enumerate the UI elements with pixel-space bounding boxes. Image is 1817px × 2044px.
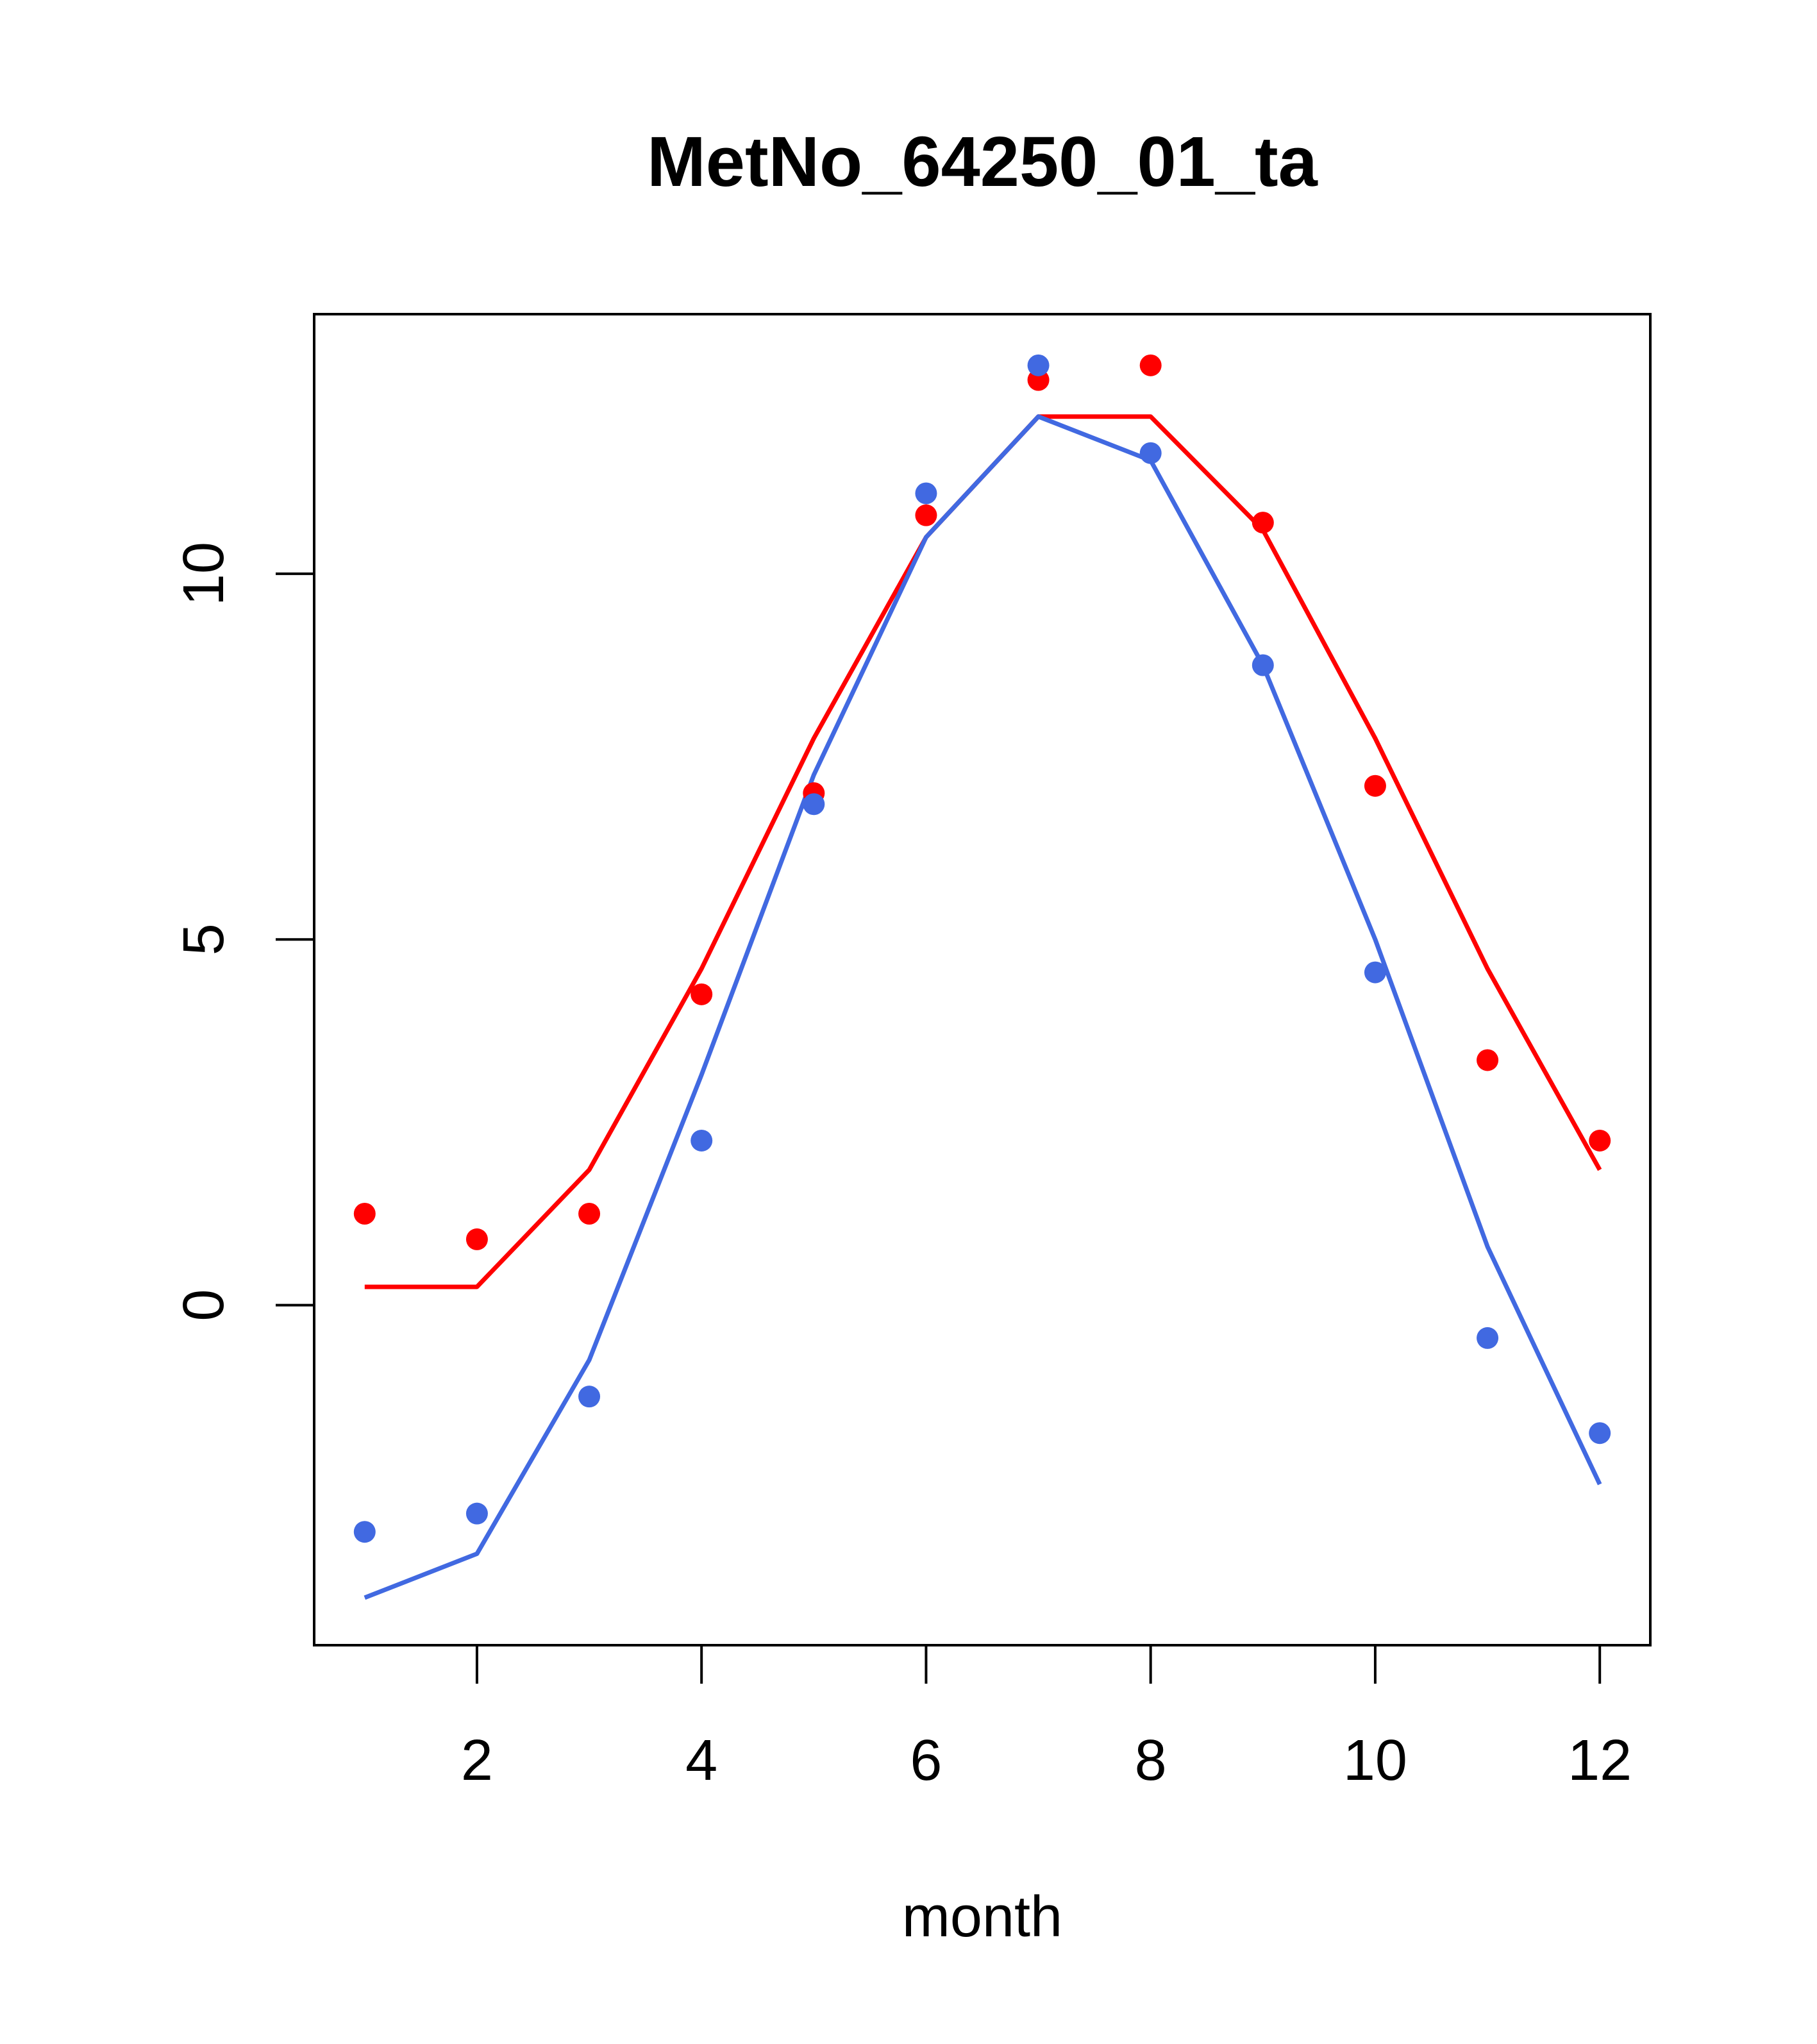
chart-title: MetNo_64250_01_ta [647, 122, 1318, 201]
series-2-point [1139, 442, 1162, 464]
series-2-point [1027, 354, 1050, 376]
series-2-point [1364, 961, 1386, 984]
series-1-point [1364, 775, 1386, 797]
series-1-point [915, 504, 937, 526]
series-1-point [1477, 1049, 1499, 1071]
series-2-line [364, 414, 1602, 1600]
x-tick-label: 8 [1135, 1729, 1167, 1793]
series-1-point [353, 1203, 376, 1225]
y-tick-label: 10 [172, 542, 236, 606]
axes: 2 4 6 8 10 12 0 5 10 [172, 542, 1632, 1793]
series-1-point [1252, 512, 1274, 534]
series-2-point [803, 793, 825, 816]
series-1-line [364, 414, 1602, 1289]
plot-frame [313, 313, 1652, 1646]
series-1-point [1589, 1129, 1611, 1152]
series-2-point [353, 1521, 376, 1543]
x-tick-label: 2 [461, 1729, 493, 1793]
series-1-point [1139, 354, 1162, 376]
series-layer [353, 354, 1611, 1600]
x-tick-label: 10 [1343, 1729, 1407, 1793]
y-tick-label: 0 [172, 1289, 236, 1321]
series-2-point [1252, 654, 1274, 676]
series-2-point [578, 1386, 601, 1408]
series-2-point [691, 1129, 713, 1152]
series-1-point [578, 1203, 601, 1225]
series-2-point [1477, 1327, 1499, 1349]
x-tick-label: 6 [910, 1729, 942, 1793]
series-2-point [1589, 1422, 1611, 1445]
x-tick-label: 4 [685, 1729, 717, 1793]
series-2-point [915, 482, 937, 505]
series-1-point [691, 983, 713, 1005]
x-axis-label: month [902, 1885, 1062, 1949]
series-1-point [465, 1228, 488, 1250]
series-2-point [465, 1502, 488, 1525]
x-tick-label: 12 [1568, 1729, 1632, 1793]
y-tick-label: 5 [172, 923, 236, 955]
